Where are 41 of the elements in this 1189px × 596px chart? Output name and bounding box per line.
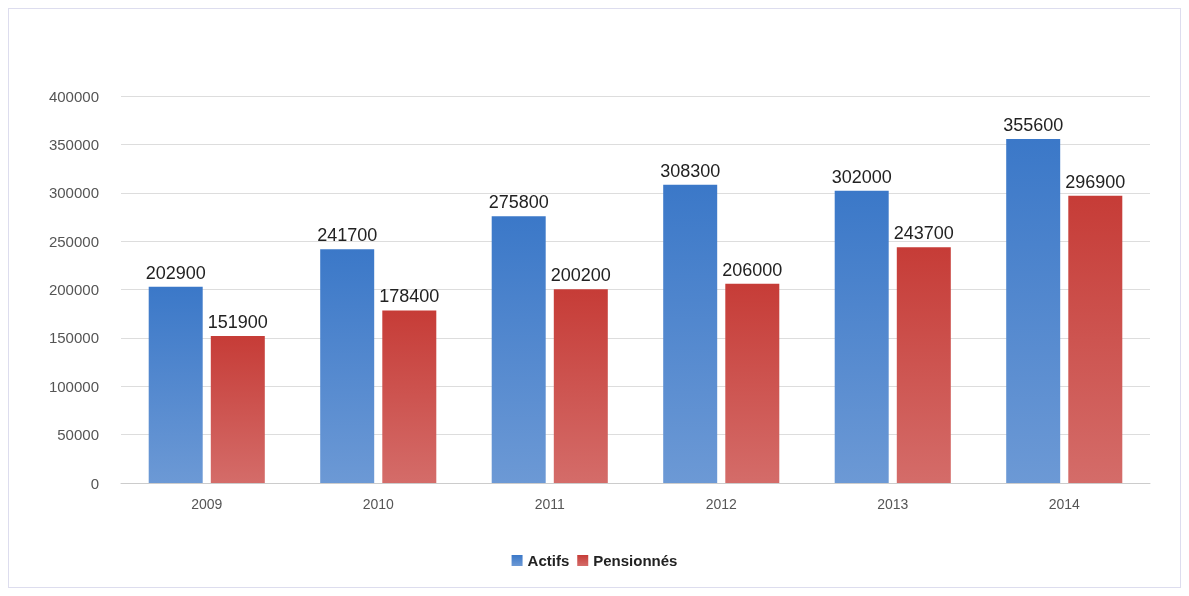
bar <box>148 286 203 483</box>
legend-label: Actifs <box>527 552 570 569</box>
data-label: 151900 <box>207 312 268 333</box>
bar <box>320 249 375 483</box>
data-label: 355600 <box>1003 114 1064 135</box>
data-label: 200200 <box>550 265 611 286</box>
y-tick-label: 200000 <box>48 281 99 298</box>
data-label: 308300 <box>660 160 721 181</box>
y-tick-label: 50000 <box>57 426 99 444</box>
data-label: 178400 <box>379 286 440 307</box>
data-label: 206000 <box>722 259 783 280</box>
y-tick-label: 0 <box>90 474 99 492</box>
bar <box>834 190 889 483</box>
y-tick-label: 300000 <box>48 184 99 202</box>
bar <box>663 184 718 483</box>
x-tick-label: 2010 <box>362 496 395 512</box>
bar <box>553 289 608 483</box>
x-tick-label: 2009 <box>191 496 223 512</box>
y-tick-label: 350000 <box>48 135 99 153</box>
bar <box>725 283 780 483</box>
bar <box>896 247 951 483</box>
bar <box>210 336 265 483</box>
bar <box>491 216 546 483</box>
bar <box>1006 138 1061 483</box>
data-label: 275800 <box>488 192 549 213</box>
data-label: 202900 <box>145 262 206 283</box>
legend-label: Pensionnés <box>593 552 678 569</box>
data-label: 302000 <box>831 166 892 187</box>
x-tick-label: 2014 <box>1048 496 1081 512</box>
bar <box>382 310 437 483</box>
y-tick-label: 100000 <box>48 377 99 395</box>
data-label: 243700 <box>893 223 954 244</box>
x-tick-label: 2011 <box>534 496 566 512</box>
x-tick-label: 2012 <box>705 496 738 512</box>
x-tick-label: 2013 <box>877 496 909 512</box>
y-tick-label: 250000 <box>48 232 99 250</box>
data-label: 241700 <box>317 225 378 246</box>
data-label: 296900 <box>1065 171 1126 192</box>
y-tick-label: 150000 <box>48 329 99 347</box>
y-tick-label: 400000 <box>48 87 99 105</box>
bar <box>1068 195 1123 483</box>
